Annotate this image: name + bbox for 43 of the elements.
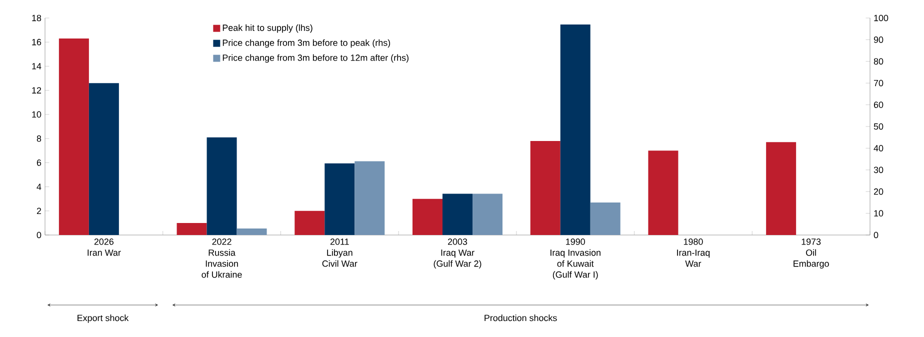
- x-tick-label: 1980 Iran-Iraq War: [677, 238, 710, 267]
- x-tick-label: 2003 Iraq War (Gulf War 2): [434, 238, 482, 269]
- text: Export shock: [78, 314, 129, 323]
- bar: [206, 137, 237, 235]
- y2-tick-label: 70: [874, 80, 884, 86]
- text: Production shocks: [484, 314, 557, 322]
- y-tick-label: 18: [32, 14, 42, 22]
- y2-tick-label: 20: [874, 188, 884, 195]
- legend-label: Price change from 3m before to peak (rhs): [222, 39, 390, 48]
- y2-tick-label: 90: [874, 36, 884, 43]
- x-tick-label: 1973 Oil Embargo: [794, 238, 829, 269]
- bar: [766, 142, 796, 235]
- bar: [354, 161, 385, 235]
- bar: [560, 24, 590, 235]
- y-tick-label: 14: [32, 63, 42, 70]
- x-tick-label: 2026 Iran War: [88, 238, 121, 256]
- y-tick-label: 10: [32, 111, 42, 118]
- x-tick-label: 2011 Libyan Civil War: [322, 238, 358, 267]
- y-tick-label: 4: [36, 184, 42, 190]
- y2-tick-label: 30: [874, 166, 884, 174]
- y-tick-label: 8: [36, 135, 42, 142]
- bar: [590, 202, 620, 235]
- y-tick-label: 12: [32, 87, 42, 94]
- y2-tick-label: 0: [874, 232, 878, 238]
- bar: [648, 150, 678, 235]
- y2-tick-label: 80: [874, 58, 884, 65]
- bar: [472, 194, 503, 235]
- y-tick-label: 16: [32, 38, 42, 46]
- y2-tick-label: 100: [874, 14, 888, 22]
- y2-tick-label: 40: [874, 145, 884, 152]
- y2-tick-label: 10: [874, 210, 884, 216]
- bar: [176, 222, 207, 235]
- x-tick-label: 1990 Iraq Invasion of Kuwait (Gulf War I): [550, 238, 600, 280]
- legend-label: Peak hit to supply (lhs): [222, 24, 312, 33]
- y2-tick-label: 50: [874, 123, 884, 130]
- x-tick-label: 2022 Russia Invasion of Ukraine: [202, 238, 242, 278]
- bar: [324, 163, 355, 235]
- legend-label: Price change from 3m before to 12m after (rhs): [222, 54, 408, 63]
- y-tick-label: 0: [36, 232, 42, 238]
- y-tick-label: 6: [36, 159, 42, 166]
- bar: [236, 228, 267, 235]
- y2-tick-label: 60: [874, 102, 884, 108]
- y-tick-label: 2: [36, 208, 42, 214]
